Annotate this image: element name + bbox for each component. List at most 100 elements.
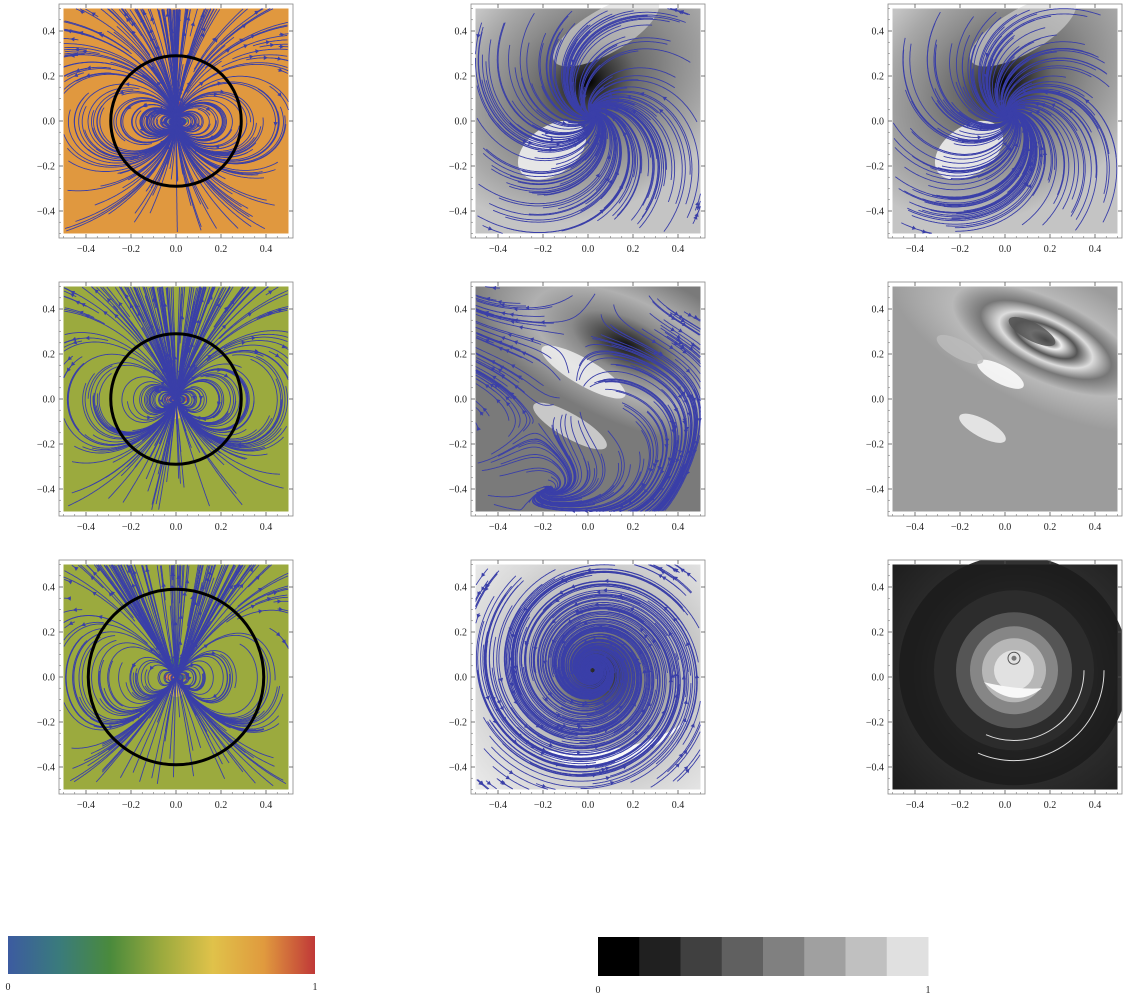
streamline-arrow — [476, 33, 481, 39]
streamline-arrow — [536, 503, 541, 508]
streamline-arrow — [232, 584, 237, 589]
streamline-arrow — [598, 137, 603, 142]
streamline — [475, 295, 573, 309]
streamline-arrow — [676, 386, 681, 391]
streamline-arrow — [678, 328, 683, 333]
streamline-arrow — [92, 591, 97, 596]
streamline — [476, 305, 527, 317]
y-tick-label: 0.2 — [872, 628, 885, 639]
streamline-arrow — [496, 399, 501, 404]
streamline-arrow — [510, 364, 516, 369]
streamline-arrow — [165, 12, 170, 17]
streamline-arrow — [485, 583, 490, 589]
streamline-arrow — [142, 11, 147, 16]
streamline — [611, 326, 701, 401]
streamline — [63, 72, 112, 90]
streamline-arrow — [169, 584, 175, 589]
streamline-arrow — [661, 576, 667, 581]
streamline-arrow — [78, 30, 84, 36]
streamline — [692, 206, 701, 225]
y-tick-label: 0.0 — [455, 117, 468, 128]
streamline-arrow — [278, 606, 283, 612]
streamline-arrow — [501, 311, 506, 316]
streamline-arrow — [81, 622, 86, 627]
y-tick-label: 0.0 — [455, 673, 468, 684]
x-tick-label: 0.2 — [1044, 522, 1057, 533]
streamline-arrow — [690, 723, 695, 728]
streamline-arrow — [114, 314, 119, 319]
streamline-arrow — [1018, 122, 1023, 127]
streamline-arrow — [216, 303, 221, 308]
streamline-arrow — [509, 392, 515, 397]
streamline-arrow — [514, 385, 519, 390]
x-tick-label: 0.0 — [170, 522, 183, 533]
streamline-arrow — [548, 742, 554, 747]
streamline-arrow — [490, 367, 496, 372]
streamline — [654, 329, 701, 364]
streamline-arrow — [1024, 146, 1029, 151]
streamline-arrow — [166, 362, 172, 367]
streamline-arrow — [85, 335, 90, 341]
streamline-arrow — [159, 110, 164, 115]
streamline-arrow — [127, 568, 132, 573]
streamline-arrow — [67, 356, 73, 361]
streamline — [64, 72, 85, 83]
streamline-arrow — [577, 691, 583, 696]
streamline-arrow — [97, 32, 103, 36]
x-tick-label: −0.4 — [906, 244, 924, 255]
streamline-arrow — [556, 142, 561, 147]
streamline-arrow — [680, 466, 685, 472]
streamline-arrow — [585, 139, 590, 145]
streamline-arrow — [631, 110, 637, 115]
streamline-arrow — [477, 591, 482, 596]
y-tick-label: 0.2 — [455, 72, 468, 83]
y-tick-label: −0.4 — [449, 485, 467, 496]
streamline-arrow — [199, 81, 204, 86]
streamline — [64, 50, 100, 55]
streamline-arrow — [235, 583, 240, 588]
streamline — [496, 778, 513, 790]
streamline — [64, 308, 105, 325]
streamline-arrow — [581, 124, 587, 129]
streamline-arrow — [597, 107, 602, 112]
streamline-arrow — [670, 327, 675, 332]
streamline — [645, 398, 686, 512]
streamline-arrow — [680, 568, 685, 573]
x-tick-label: 0.4 — [260, 244, 273, 255]
streamline-arrow — [683, 766, 689, 771]
streamline-arrow — [481, 572, 486, 578]
streamline-arrow — [178, 614, 183, 619]
x-tick-label: −0.2 — [534, 800, 552, 811]
y-tick-label: 0.0 — [872, 117, 885, 128]
streamline-arrow — [686, 470, 691, 475]
streamline-arrow — [541, 783, 547, 789]
streamline-arrow — [212, 693, 217, 698]
streamline-arrow — [150, 16, 155, 22]
streamline — [600, 314, 701, 409]
streamline-arrow — [70, 293, 75, 298]
contour-region — [994, 650, 1034, 691]
streamline-arrow — [70, 37, 75, 42]
panel-row1-col2: −0.4 −0.4 −0.2 −0.2 0.0 0.0 0.2 0.2 0.4 0.4 — [449, 3, 706, 255]
streamline-arrow — [508, 769, 514, 774]
streamline-arrow — [258, 609, 263, 614]
x-tick-label: 0.4 — [672, 244, 685, 255]
streamline-arrow — [249, 567, 254, 573]
streamline — [170, 8, 174, 50]
streamline-arrow — [1027, 183, 1032, 189]
streamline-arrow — [211, 37, 217, 42]
streamline-arrow — [602, 110, 607, 115]
x-tick-label: 0.2 — [1044, 800, 1057, 811]
y-tick-label: 0.2 — [872, 350, 885, 361]
streamline-arrow — [643, 488, 648, 494]
streamline — [615, 390, 667, 512]
contour-region — [977, 359, 1024, 389]
streamline — [232, 48, 288, 60]
streamline — [175, 75, 289, 141]
streamline-arrow — [1039, 146, 1045, 151]
streamline-arrow — [70, 290, 76, 295]
y-tick-label: −0.4 — [37, 485, 55, 496]
streamline-arrow — [571, 59, 576, 64]
streamline-arrow — [217, 367, 222, 372]
streamline — [648, 295, 701, 336]
